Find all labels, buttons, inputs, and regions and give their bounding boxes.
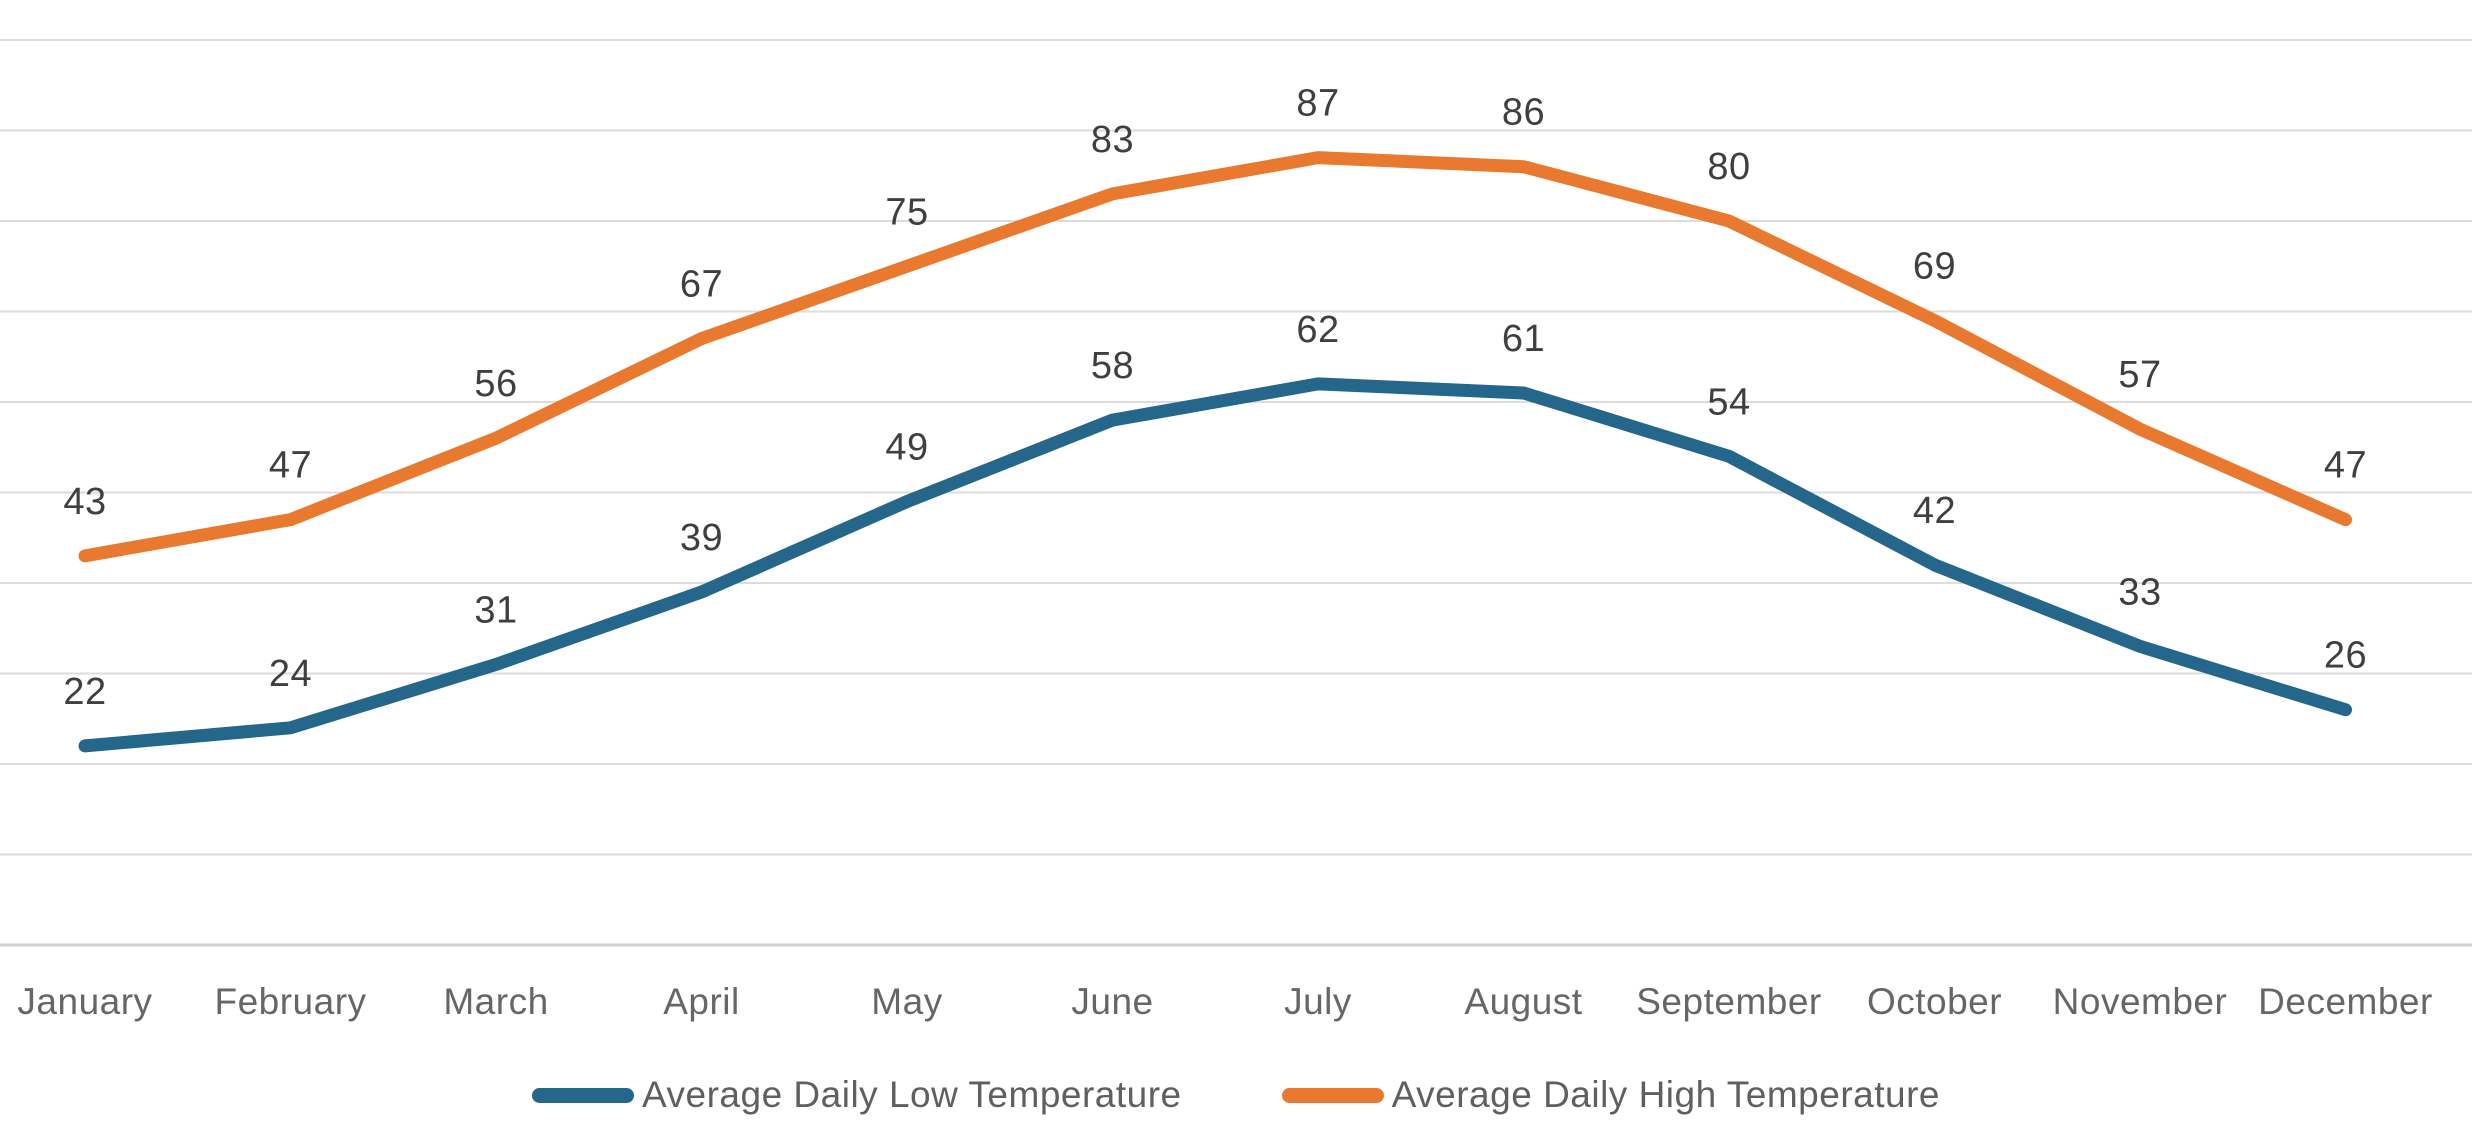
legend-label: Average Daily Low Temperature [642,1074,1182,1115]
x-tick-label-february: February [214,981,366,1022]
x-tick-label-june: June [1071,981,1153,1022]
x-tick-label-november: November [2053,981,2228,1022]
data-label-series1-november: 57 [2118,354,2161,396]
x-tick-label-january: January [17,981,152,1022]
data-label-series0-december: 26 [2324,635,2367,677]
x-tick-label-december: December [2258,981,2433,1022]
data-label-series0-april: 39 [680,517,723,559]
data-label-series1-february: 47 [269,445,312,487]
data-label-series1-december: 47 [2324,445,2367,487]
data-label-series0-february: 24 [269,653,312,695]
data-label-series1-march: 56 [474,363,517,405]
data-label-series1-january: 43 [63,481,106,523]
data-label-series0-september: 54 [1707,381,1750,423]
data-label-series1-june: 83 [1091,119,1134,161]
x-tick-label-august: August [1464,981,1582,1022]
data-label-series1-july: 87 [1296,83,1339,125]
legend-marker-icon [1281,1087,1384,1103]
x-tick-label-april: April [663,981,740,1022]
data-label-series0-january: 22 [63,671,106,713]
data-label-series0-october: 42 [1913,490,1956,532]
series-line-1[interactable] [78,151,2352,563]
data-label-series1-may: 75 [885,191,928,233]
data-label-series0-november: 33 [2118,571,2161,613]
legend-item-0[interactable]: Average Daily Low Temperature [532,1074,1182,1116]
data-label-series1-september: 80 [1707,146,1750,188]
data-label-series1-april: 67 [680,264,723,306]
x-tick-label-march: March [443,981,548,1022]
x-tick-label-september: September [1636,981,1822,1022]
data-label-series1-august: 86 [1502,92,1545,134]
series-line-0[interactable] [78,377,2352,753]
data-label-series0-july: 62 [1296,309,1339,351]
data-label-series0-may: 49 [885,427,928,469]
data-label-series0-march: 31 [474,589,517,631]
chart-legend: Average Daily Low Temperature Average Dai… [0,1074,2472,1116]
legend-marker-icon [532,1087,634,1103]
x-tick-label-october: October [1867,981,2002,1022]
legend-item-1[interactable]: Average Daily High Temperature [1281,1074,1940,1116]
data-label-series0-june: 58 [1091,345,1134,387]
x-tick-label-july: July [1284,981,1352,1022]
data-label-series0-august: 61 [1502,318,1545,360]
legend-label: Average Daily High Temperature [1391,1074,1940,1115]
x-tick-label-may: May [871,981,942,1022]
data-label-series1-october: 69 [1913,246,1956,288]
